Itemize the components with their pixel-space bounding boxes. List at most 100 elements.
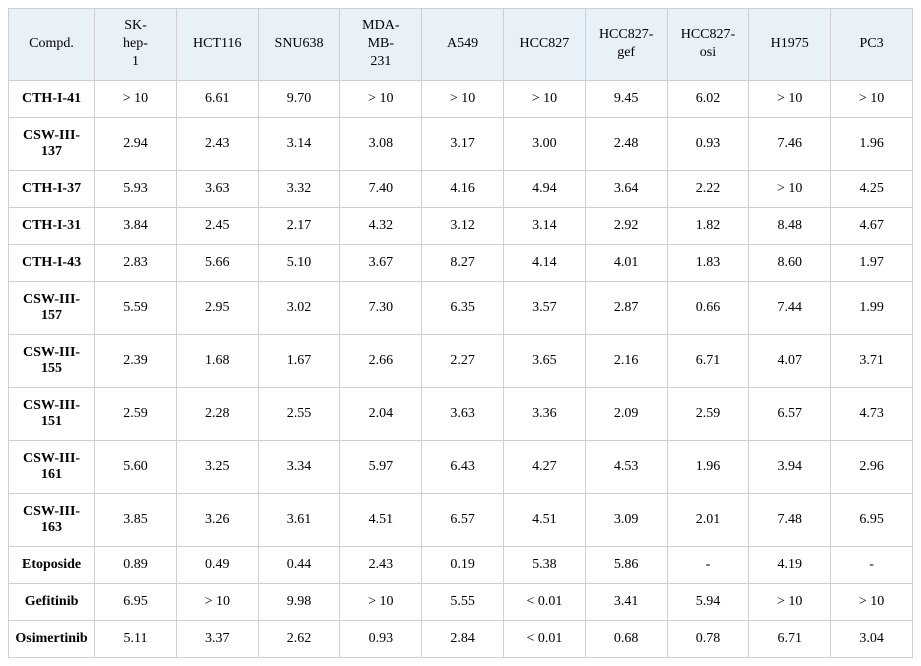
value-cell: 4.94 — [504, 170, 586, 207]
value-cell: 5.60 — [95, 440, 177, 493]
table-row: CTH-I-432.835.665.103.678.274.144.011.83… — [9, 244, 913, 281]
value-cell: 4.73 — [831, 387, 913, 440]
value-cell: 1.83 — [667, 244, 749, 281]
value-cell: 2.48 — [585, 117, 667, 170]
value-cell: 4.51 — [340, 493, 422, 546]
value-cell: 3.36 — [504, 387, 586, 440]
value-cell: 0.49 — [176, 546, 258, 583]
compound-name-cell: CSW-III-157 — [9, 281, 95, 334]
value-cell: < 0.01 — [504, 620, 586, 657]
value-cell: 3.00 — [504, 117, 586, 170]
value-cell: 1.99 — [831, 281, 913, 334]
value-cell: 0.68 — [585, 620, 667, 657]
column-header-1: SK-hep-1 — [95, 9, 177, 81]
value-cell: > 10 — [749, 80, 831, 117]
column-header-4: MDA-MB-231 — [340, 9, 422, 81]
value-cell: 2.83 — [95, 244, 177, 281]
value-cell: 3.02 — [258, 281, 340, 334]
value-cell: > 10 — [749, 583, 831, 620]
value-cell: 2.84 — [422, 620, 504, 657]
table-row: CSW-III-1372.942.433.143.083.173.002.480… — [9, 117, 913, 170]
value-cell: 6.57 — [749, 387, 831, 440]
value-cell: 5.94 — [667, 583, 749, 620]
value-cell: > 10 — [176, 583, 258, 620]
value-cell: 3.04 — [831, 620, 913, 657]
value-cell: 4.27 — [504, 440, 586, 493]
value-cell: 5.11 — [95, 620, 177, 657]
value-cell: > 10 — [340, 583, 422, 620]
value-cell: 2.59 — [95, 387, 177, 440]
column-header-10: PC3 — [831, 9, 913, 81]
value-cell: 4.51 — [504, 493, 586, 546]
value-cell: 3.14 — [504, 207, 586, 244]
compound-name-cell: CSW-III-137 — [9, 117, 95, 170]
value-cell: 2.28 — [176, 387, 258, 440]
value-cell: 5.66 — [176, 244, 258, 281]
column-header-8: HCC827-osi — [667, 9, 749, 81]
value-cell: 4.01 — [585, 244, 667, 281]
value-cell: 5.55 — [422, 583, 504, 620]
value-cell: 3.63 — [422, 387, 504, 440]
value-cell: > 10 — [340, 80, 422, 117]
value-cell: 3.08 — [340, 117, 422, 170]
value-cell: 4.19 — [749, 546, 831, 583]
value-cell: 3.61 — [258, 493, 340, 546]
value-cell: 2.66 — [340, 334, 422, 387]
value-cell: 4.16 — [422, 170, 504, 207]
value-cell: 6.95 — [831, 493, 913, 546]
table-header: Compd.SK-hep-1HCT116SNU638MDA-MB-231A549… — [9, 9, 913, 81]
value-cell: 7.48 — [749, 493, 831, 546]
value-cell: 3.34 — [258, 440, 340, 493]
value-cell: 2.62 — [258, 620, 340, 657]
value-cell: 9.70 — [258, 80, 340, 117]
value-cell: 5.97 — [340, 440, 422, 493]
value-cell: 2.04 — [340, 387, 422, 440]
value-cell: 2.95 — [176, 281, 258, 334]
table-row: Etoposide0.890.490.442.430.195.385.86-4.… — [9, 546, 913, 583]
value-cell: 6.71 — [749, 620, 831, 657]
value-cell: 3.85 — [95, 493, 177, 546]
value-cell: 6.71 — [667, 334, 749, 387]
table-row: CSW-III-1615.603.253.345.976.434.274.531… — [9, 440, 913, 493]
value-cell: 3.71 — [831, 334, 913, 387]
value-cell: 2.94 — [95, 117, 177, 170]
table-row: CTH-I-313.842.452.174.323.123.142.921.82… — [9, 207, 913, 244]
value-cell: 2.39 — [95, 334, 177, 387]
value-cell: 2.96 — [831, 440, 913, 493]
value-cell: 0.66 — [667, 281, 749, 334]
value-cell: 5.38 — [504, 546, 586, 583]
compound-name-cell: Etoposide — [9, 546, 95, 583]
value-cell: > 10 — [422, 80, 504, 117]
value-cell: 8.60 — [749, 244, 831, 281]
value-cell: 2.87 — [585, 281, 667, 334]
value-cell: 2.27 — [422, 334, 504, 387]
value-cell: > 10 — [749, 170, 831, 207]
value-cell: 2.22 — [667, 170, 749, 207]
value-cell: 0.89 — [95, 546, 177, 583]
value-cell: 8.48 — [749, 207, 831, 244]
value-cell: 6.35 — [422, 281, 504, 334]
table-row: Osimertinib5.113.372.620.932.84< 0.010.6… — [9, 620, 913, 657]
value-cell: 5.86 — [585, 546, 667, 583]
value-cell: 6.61 — [176, 80, 258, 117]
column-header-9: H1975 — [749, 9, 831, 81]
value-cell: 7.30 — [340, 281, 422, 334]
compound-name-cell: CSW-III-155 — [9, 334, 95, 387]
value-cell: 7.40 — [340, 170, 422, 207]
column-header-0: Compd. — [9, 9, 95, 81]
value-cell: 3.14 — [258, 117, 340, 170]
value-cell: 1.68 — [176, 334, 258, 387]
table-row: CSW-III-1633.853.263.614.516.574.513.092… — [9, 493, 913, 546]
value-cell: 2.92 — [585, 207, 667, 244]
value-cell: 4.14 — [504, 244, 586, 281]
compound-name-cell: CSW-III-161 — [9, 440, 95, 493]
value-cell: > 10 — [95, 80, 177, 117]
value-cell: 3.12 — [422, 207, 504, 244]
compound-name-cell: CSW-III-151 — [9, 387, 95, 440]
value-cell: 5.59 — [95, 281, 177, 334]
table-row: Gefitinib6.95> 109.98> 105.55< 0.013.415… — [9, 583, 913, 620]
table-body: CTH-I-41> 106.619.70> 10> 10> 109.456.02… — [9, 80, 913, 657]
column-header-2: HCT116 — [176, 9, 258, 81]
value-cell: 3.94 — [749, 440, 831, 493]
table-row: CSW-III-1575.592.953.027.306.353.572.870… — [9, 281, 913, 334]
